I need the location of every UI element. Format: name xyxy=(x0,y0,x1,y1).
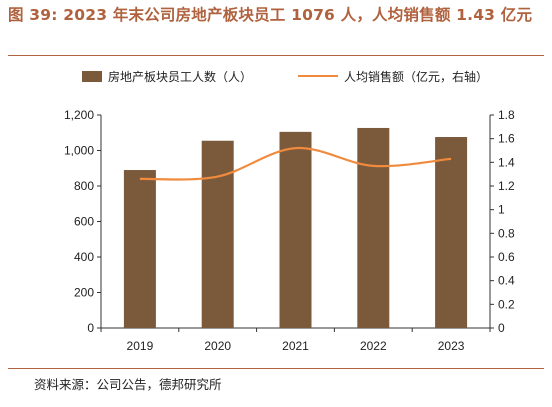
y-left-tick-label: 400 xyxy=(74,250,94,264)
bar-employees xyxy=(123,170,156,328)
x-tick-label: 2021 xyxy=(282,339,309,353)
y-right-tick-label: 0.4 xyxy=(498,274,515,288)
y-right-tick-label: 1 xyxy=(498,203,505,217)
y-right-tick-label: 0 xyxy=(498,321,505,335)
y-right-tick-label: 0.2 xyxy=(498,297,515,311)
figure-title: 图 39: 2023 年末公司房地产板块员工 1076 人，人均销售额 1.43… xyxy=(8,6,533,24)
bar-series-employees xyxy=(123,127,468,329)
legend-label-sales: 人均销售额（亿元，右轴） xyxy=(344,69,488,84)
y-right-tick-label: 1.2 xyxy=(498,179,515,193)
y-right-tick-label: 0.8 xyxy=(498,226,515,240)
bar-employees xyxy=(279,131,312,328)
source-note: 资料来源：公司公告，德邦研究所 xyxy=(34,377,222,392)
y-right-tick-label: 1.6 xyxy=(498,132,515,146)
footer-divider xyxy=(8,368,544,369)
y-left-tick-label: 1,000 xyxy=(64,144,94,158)
y-left-tick-label: 600 xyxy=(74,215,94,229)
y-right-tick-label: 0.6 xyxy=(498,250,515,264)
y-right-tick-label: 1.8 xyxy=(498,108,515,122)
title-divider xyxy=(8,55,544,56)
y-left-tick-label: 1,200 xyxy=(64,108,94,122)
x-tick-label: 2020 xyxy=(204,339,231,353)
chart-legend: 房地产板块员工人数（人） 人均销售额（亿元，右轴） xyxy=(82,69,488,84)
bar-employees xyxy=(435,137,468,328)
chart-axes: 0 200 400 600 800 1,000 1,200 0 0.2 0.4 0.6 0.8 1 1.2… xyxy=(64,108,515,353)
legend-label-employees: 房地产板块员工人数（人） xyxy=(108,69,252,84)
x-tick-label: 2023 xyxy=(438,339,465,353)
x-tick-label: 2022 xyxy=(360,339,387,353)
bar-employees xyxy=(201,140,234,328)
y-right-tick-label: 1.4 xyxy=(498,155,515,169)
y-left-tick-label: 800 xyxy=(74,179,94,193)
legend-swatch-employees xyxy=(82,71,102,82)
line-series-sales-per-capita xyxy=(139,147,452,181)
y-left-tick-label: 0 xyxy=(87,321,94,335)
bar-employees xyxy=(357,127,390,329)
y-left-tick-label: 200 xyxy=(74,286,94,300)
x-tick-label: 2019 xyxy=(127,339,154,353)
